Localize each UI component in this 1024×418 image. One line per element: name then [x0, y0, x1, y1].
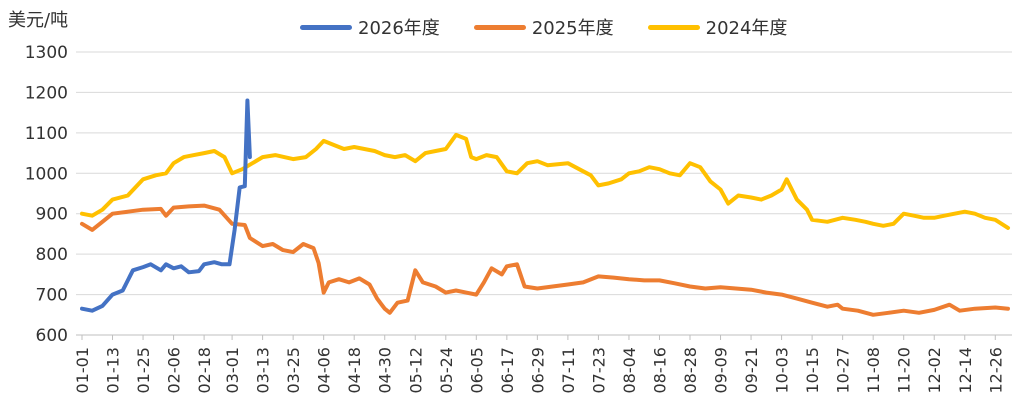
x-tick-label-10-15: 10-15	[803, 347, 822, 394]
x-tick-label-08-16: 08-16	[650, 347, 669, 394]
series-line-2026	[80, 98, 252, 313]
y-tick-label-1200: 1200	[25, 83, 68, 103]
x-tick-label-03-01: 03-01	[223, 347, 242, 394]
x-tick-label-11-08: 11-08	[864, 347, 883, 394]
x-tick-label-01-01: 01-01	[73, 347, 92, 394]
x-tick-label-10-03: 10-03	[773, 347, 792, 394]
legend-item-2025[interactable]: 2025年度	[473, 14, 614, 40]
x-tick-label-12-14: 12-14	[956, 347, 975, 394]
x-tick-label-02-06: 02-06	[165, 347, 184, 394]
x-tick-label-05-24: 05-24	[437, 347, 456, 394]
y-tick-label-1100: 1100	[25, 124, 68, 144]
legend-item-2024[interactable]: 2024年度	[647, 14, 788, 40]
chart-legend: 2026年度 2025年度 2024年度	[300, 14, 787, 40]
x-tick-label-08-04: 08-04	[620, 347, 639, 394]
y-tick-label-1300: 1300	[25, 43, 68, 63]
x-tick-label-07-11: 07-11	[559, 347, 578, 394]
x-tick-label-09-09: 09-09	[712, 347, 731, 394]
series-line-2024	[80, 132, 1010, 230]
legend-swatch-2026	[300, 24, 352, 30]
x-tick-label-11-20: 11-20	[895, 347, 914, 394]
x-tick-label-04-06: 04-06	[315, 347, 334, 394]
y-axis-unit-label: 美元/吨	[8, 10, 69, 31]
x-tick-label-04-30: 04-30	[376, 347, 395, 394]
y-tick-label-800: 800	[36, 245, 68, 265]
x-tick-label-04-18: 04-18	[345, 347, 364, 394]
x-tick-label-07-23: 07-23	[589, 347, 608, 394]
y-tick-label-700: 700	[36, 286, 68, 306]
y-tick-label-600: 600	[36, 326, 68, 346]
x-tick-label-08-28: 08-28	[681, 347, 700, 394]
x-tick-label-06-17: 06-17	[498, 347, 517, 394]
x-tick-label-01-13: 01-13	[104, 347, 123, 394]
legend-swatch-2024	[647, 24, 700, 30]
x-tick-label-03-25: 03-25	[284, 347, 303, 394]
legend-label-2024: 2024年度	[705, 18, 788, 39]
legend-swatch-2025	[473, 24, 526, 30]
x-tick-label-05-12: 05-12	[406, 347, 425, 394]
x-tick-label-06-29: 06-29	[528, 347, 547, 394]
x-tick-label-06-05: 06-05	[467, 347, 486, 394]
x-tick-label-09-21: 09-21	[742, 347, 761, 394]
legend-item-2026[interactable]: 2026年度	[300, 14, 440, 40]
y-tick-label-1000: 1000	[25, 164, 68, 184]
x-tick-label-12-02: 12-02	[925, 347, 944, 394]
x-tick-label-03-13: 03-13	[254, 347, 273, 394]
x-tick-label-12-26: 12-26	[986, 347, 1005, 394]
x-tick-label-02-18: 02-18	[195, 347, 214, 394]
legend-label-2025: 2025年度	[531, 18, 614, 39]
x-tick-label-10-27: 10-27	[834, 347, 853, 394]
y-tick-label-900: 900	[36, 205, 68, 225]
legend-label-2026: 2026年度	[358, 18, 440, 39]
x-tick-label-01-25: 01-25	[134, 347, 153, 394]
series-line-2025	[80, 203, 1010, 317]
